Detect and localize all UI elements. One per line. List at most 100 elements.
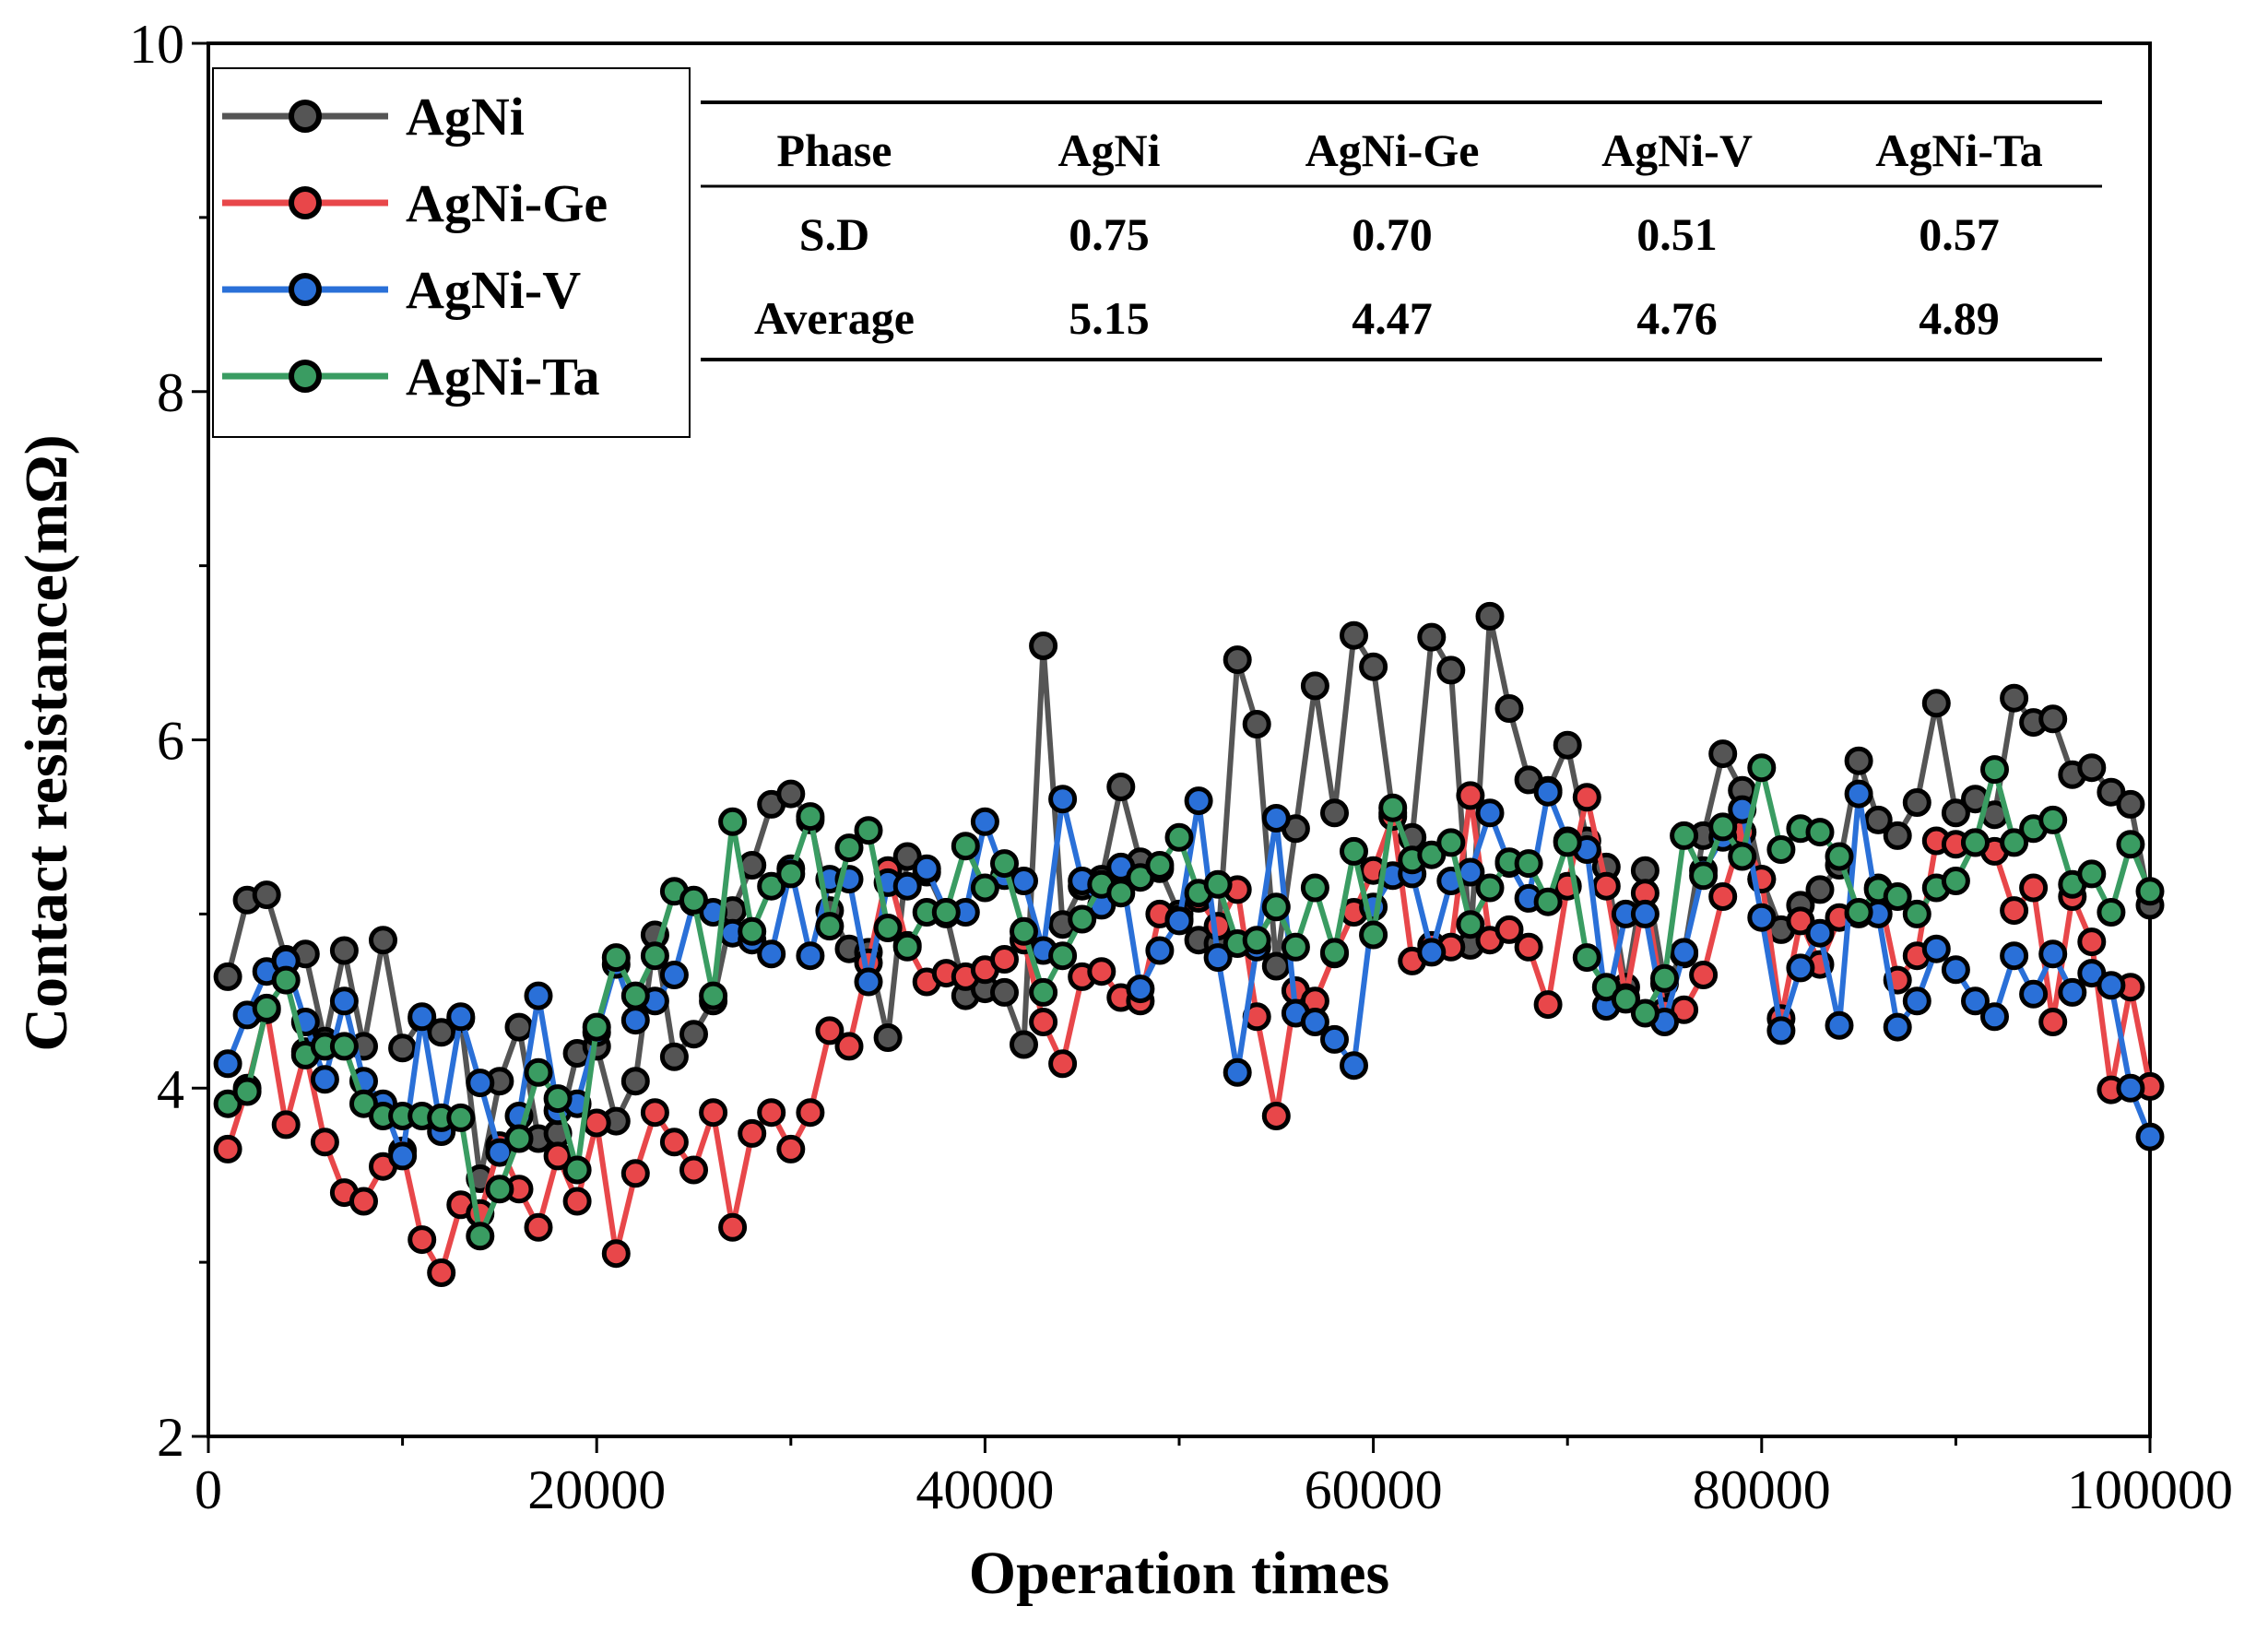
data-point-agni-ta [1300, 873, 1329, 903]
data-point-agni-ge [1029, 1008, 1058, 1036]
data-point-agni-ta [1261, 892, 1291, 922]
data-point-agni-v [1261, 804, 1291, 833]
data-point-agni-v [1883, 1012, 1912, 1042]
data-point-agni-v [1786, 953, 1815, 983]
data-point-agni-ta [1689, 861, 1719, 891]
data-point-agni-ta [1708, 812, 1738, 842]
series-line-agni-ta [226, 764, 2153, 1239]
data-point-agni [776, 779, 806, 809]
data-point-agni-ge [1786, 906, 1815, 936]
data-point-agni-ta [504, 1124, 534, 1153]
data-point-agni-ta [329, 1032, 359, 1061]
table-cell-sd-agni-v: 0.51 [1636, 208, 1718, 260]
data-point-agni-ta [1766, 835, 1796, 864]
data-point-agni-ta [1048, 941, 1078, 971]
data-point-agni-ge [738, 1118, 767, 1148]
data-point-agni-v [912, 854, 941, 883]
data-point-agni-ta [446, 1103, 476, 1132]
table-cell-avg-agni-v: 4.76 [1636, 292, 1718, 344]
data-point-agni-ta [1281, 932, 1310, 962]
data-point-agni [388, 1034, 418, 1063]
data-point-agni-ge [1689, 961, 1719, 989]
data-point-agni-ta [854, 816, 883, 845]
data-point-agni-v [1320, 1024, 1349, 1054]
data-point-agni-ta [1805, 818, 1835, 847]
data-point-agni [1340, 620, 1368, 650]
data-point-agni-ta [1164, 822, 1194, 852]
table-header-agni-ge: AgNi-Ge [1305, 124, 1480, 176]
data-point-agni-ta [757, 871, 786, 901]
data-point-agni-ta [620, 981, 650, 1010]
data-point-agni [1417, 622, 1447, 652]
data-point-agni-ta [1029, 977, 1058, 1007]
data-point-agni-ta [1825, 842, 1854, 871]
data-point-agni-v [1340, 1051, 1368, 1081]
data-point-agni-ta [951, 832, 980, 861]
data-point-agni-v [1300, 1008, 1329, 1036]
data-point-agni-ta [1378, 793, 1408, 822]
data-point-agni-ge [718, 1212, 748, 1242]
data-point-agni-ge [620, 1159, 650, 1188]
data-point-agni-ge [213, 1134, 242, 1163]
data-point-agni-ge [1494, 915, 1524, 944]
data-point-agni-ta [1670, 821, 1699, 850]
legend-swatch-marker [289, 186, 322, 219]
data-point-agni [504, 1012, 534, 1042]
data-point-agni-ta [543, 1084, 573, 1114]
data-point-agni-v [854, 967, 883, 997]
data-point-agni-ta [1106, 879, 1136, 908]
data-point-agni-v [1844, 779, 1873, 809]
data-point-agni-v [1825, 1010, 1854, 1040]
data-point-agni [1223, 645, 1252, 675]
data-point-agni-ta [796, 802, 825, 832]
data-point-agni-v [1533, 777, 1563, 807]
data-point-agni-v [1164, 906, 1194, 936]
data-point-agni-ta [1145, 851, 1175, 880]
data-point-agni [1242, 710, 1271, 738]
data-point-agni-v [2097, 971, 2126, 1000]
legend-swatch-marker [289, 360, 322, 393]
legend-label: AgNi [406, 87, 525, 147]
data-point-agni-ta [970, 873, 999, 903]
table-cell-sd-agni: 0.75 [1069, 208, 1150, 260]
data-point-agni [1106, 773, 1136, 801]
series-layer [213, 601, 2165, 1287]
data-point-agni-ta [1417, 840, 1447, 869]
data-point-agni-ta [582, 1012, 611, 1042]
data-point-agni [1029, 632, 1058, 660]
table-cell-avg-agni: 5.15 [1069, 292, 1150, 344]
table-cell-sd-agni-ge: 0.70 [1352, 208, 1433, 260]
data-point-agni-ge [757, 1098, 786, 1128]
legend-label: AgNi-V [406, 260, 581, 320]
data-point-agni-ge [543, 1141, 573, 1171]
data-point-agni-ta [834, 833, 864, 863]
data-point-agni [990, 977, 1019, 1007]
data-point-agni-ge [349, 1187, 378, 1216]
data-point-agni-ge [310, 1128, 339, 1157]
data-point-agni-ta [1941, 867, 1970, 895]
data-point-agni-ta [1320, 938, 1349, 967]
data-point-agni-ta [1533, 887, 1563, 916]
legend-item-agni-ge: AgNi-Ge [222, 173, 608, 233]
legend-label: AgNi-Ta [406, 347, 600, 407]
y-axis: 2 4 6 8 10 [129, 14, 208, 1468]
data-point-agni [1010, 1030, 1038, 1059]
data-point-agni-ge [1087, 957, 1116, 986]
data-point-agni-v [796, 941, 825, 971]
data-point-agni-ta [1630, 998, 1660, 1028]
legend-swatch-marker [289, 273, 322, 306]
data-point-agni [1883, 821, 1912, 850]
data-point-agni-v [1048, 785, 1078, 814]
data-point-agni-ge [834, 1032, 864, 1061]
data-point-agni-v [659, 961, 689, 989]
data-point-agni [2077, 753, 2107, 783]
data-point-agni-ta [1883, 882, 1912, 911]
data-point-agni [1863, 805, 1893, 834]
y-tick-label: 2 [157, 1407, 184, 1468]
data-point-agni-v [213, 1049, 242, 1079]
data-point-agni-v [1921, 934, 1951, 963]
data-point-agni-ta [1456, 910, 1485, 939]
data-point-agni [1359, 652, 1388, 681]
data-point-agni-ta [1436, 828, 1466, 857]
data-point-agni-v [446, 1002, 476, 1032]
